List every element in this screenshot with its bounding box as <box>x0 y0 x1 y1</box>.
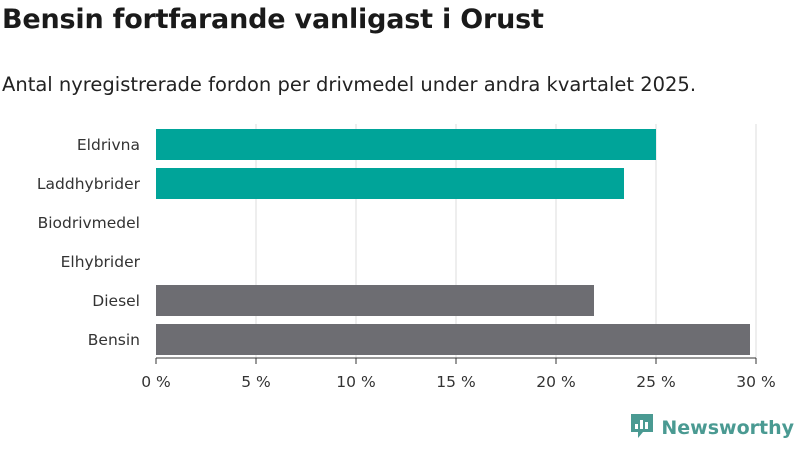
category-label: Biodrivmedel <box>38 214 140 232</box>
category-label: Laddhybrider <box>37 175 141 193</box>
brand-name: Newsworthy <box>661 417 794 439</box>
x-tick-label: 5 % <box>241 373 271 391</box>
brand-logo: Newsworthy <box>629 412 794 444</box>
x-tick-label: 30 % <box>736 373 775 391</box>
x-tick-label: 10 % <box>336 373 375 391</box>
bar-eldrivna <box>156 129 656 160</box>
category-label: Eldrivna <box>77 136 140 154</box>
category-label: Bensin <box>88 331 140 349</box>
chart-subtitle: Antal nyregistrerade fordon per drivmede… <box>2 73 697 96</box>
newsworthy-logo-icon <box>629 412 655 444</box>
x-tick-label: 15 % <box>436 373 475 391</box>
bar-bensin <box>156 324 750 355</box>
category-labels: Eldrivna Laddhybrider Biodrivmedel Elhybrid… <box>37 136 141 349</box>
category-label: Elhybrider <box>61 253 141 271</box>
category-label: Diesel <box>92 292 140 310</box>
x-axis: 0 % 5 % 10 % 15 % 20 % 25 % 30 % <box>141 357 776 391</box>
chart-title: Bensin fortfarande vanligast i Orust <box>2 4 544 35</box>
gridlines <box>255 124 757 358</box>
bar-diesel <box>156 285 594 316</box>
x-tick-label: 0 % <box>141 373 171 391</box>
x-tick-label: 20 % <box>536 373 575 391</box>
x-tick-label: 25 % <box>636 373 675 391</box>
bars <box>156 129 750 355</box>
bar-laddhybrider <box>156 168 624 199</box>
